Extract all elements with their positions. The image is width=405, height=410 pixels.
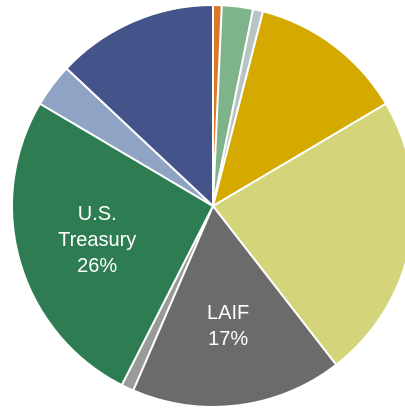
slice-label: U.S. Treasury xyxy=(58,202,137,251)
pie-slice xyxy=(211,10,388,209)
slice-value-label: 17% xyxy=(208,327,249,350)
pie-slice xyxy=(131,204,338,408)
pie-slice xyxy=(211,102,405,367)
slice-label: LAIF xyxy=(206,301,250,324)
pie-slice xyxy=(65,3,214,209)
pie-slice xyxy=(11,102,215,387)
slice-value-label: 26% xyxy=(77,254,118,277)
